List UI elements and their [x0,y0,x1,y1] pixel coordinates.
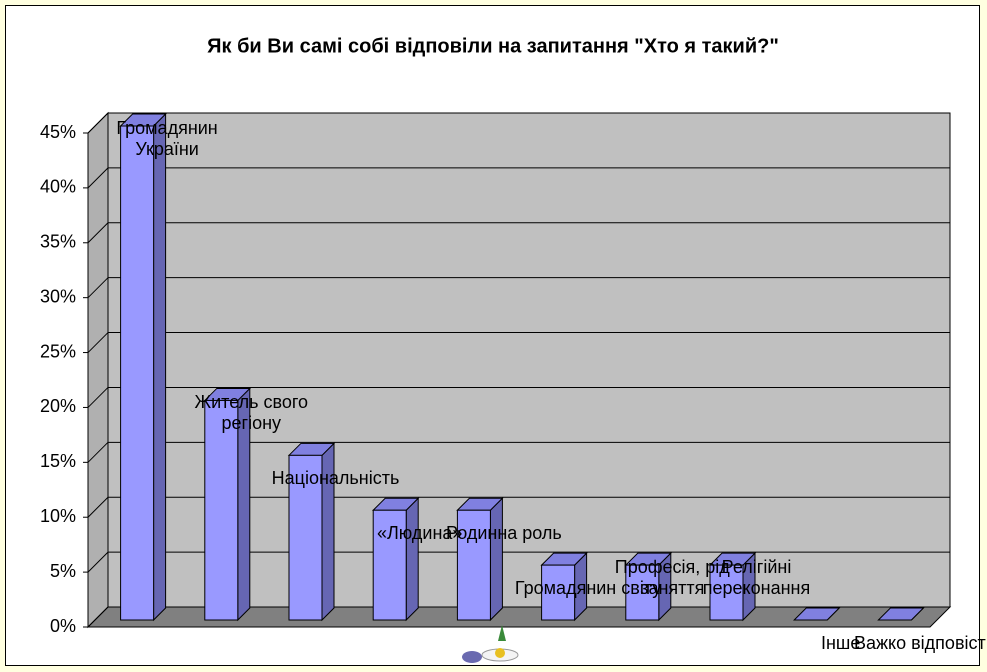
grid-line-side [87,441,109,463]
y-tick-label: 5% [50,561,76,581]
y-tick-label: 20% [40,396,76,416]
y-tick-label: 25% [40,341,76,361]
chart-title: Як би Ви самі собі відповіли на запитанн… [207,35,779,57]
bar-side [405,497,419,622]
data-label: Інше [820,633,861,653]
bar [288,454,323,621]
data-label: Національність [271,468,400,489]
bar [372,509,407,621]
grid-line-side [87,167,109,189]
decoration [462,625,519,663]
y-tick-label: 45% [40,122,76,142]
y-tick-label: 10% [40,506,76,526]
data-label: Громадянин України [116,118,218,159]
grid-line-side [87,112,109,134]
y-tick-label: 0% [50,616,76,636]
bar [204,399,239,621]
grid-line-side [87,496,109,518]
data-label: Професія, рід заняття [614,557,730,599]
grid-line-side [87,387,109,408]
grid-line-side [87,222,109,244]
grid-line-side [87,551,109,573]
data-label: Родинна роль [445,523,562,544]
y-tick-label: 30% [40,286,76,306]
bar-top [877,607,925,621]
grid-line-side [87,332,109,353]
bar-side [153,112,167,622]
y-tick-label: 35% [40,232,76,252]
data-label: Громадянин світу [514,578,662,599]
y-tick-label: 40% [40,177,76,197]
data-label: Житель свого регіону [194,392,309,434]
bar [456,509,491,621]
bar [120,125,155,621]
y-tick-label: 15% [40,451,76,471]
bar [709,564,744,621]
side-wall [87,111,109,629]
grid-line-side [87,277,109,299]
bar-top [792,607,841,621]
grid-line-side [87,606,109,628]
bar [625,564,660,621]
bar-side [489,497,503,622]
data-label: «Людина» [376,523,463,544]
data-label: Важко відповісти [853,633,987,653]
data-label: Релігійні переконання [702,557,811,599]
bar [541,564,576,621]
